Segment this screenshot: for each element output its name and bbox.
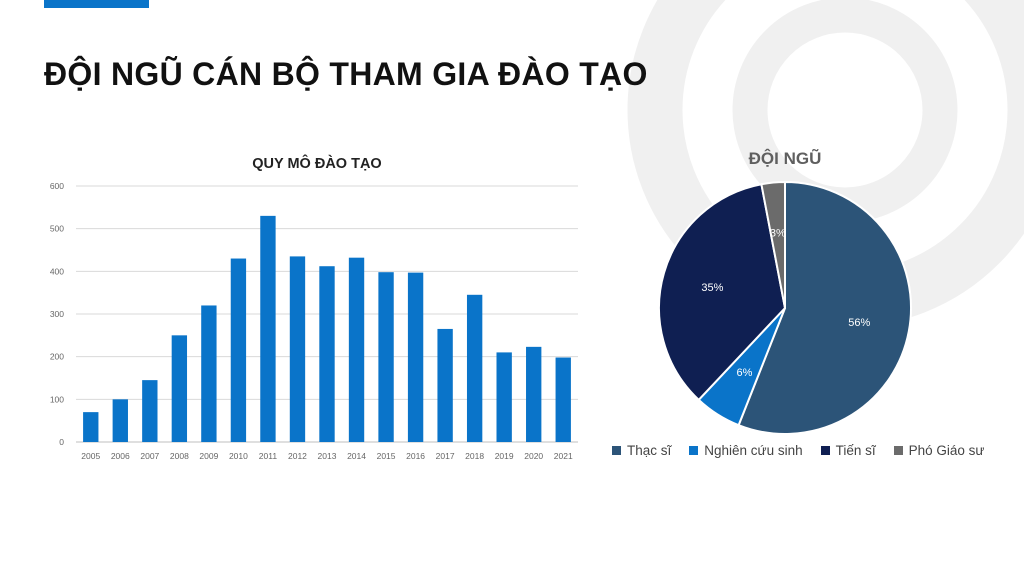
bar-chart-title: QUY MÔ ĐÀO TẠO: [252, 154, 381, 172]
bar: [230, 258, 247, 442]
x-tick-label: 2016: [406, 451, 425, 461]
bar: [348, 257, 365, 442]
y-tick-label: 200: [50, 352, 64, 362]
x-tick-label: 2006: [111, 451, 130, 461]
pie-slice: [737, 180, 912, 435]
x-tick-label: 2021: [554, 451, 573, 461]
pie-data-label: 3%: [770, 228, 786, 240]
pie-data-label: 6%: [737, 367, 753, 379]
bar: [555, 357, 571, 442]
bar: [496, 352, 512, 442]
y-tick-label: 300: [50, 309, 64, 319]
legend-item: Tiến sĩ: [820, 443, 876, 458]
bar: [112, 399, 128, 442]
y-tick-label: 400: [50, 266, 64, 276]
legend-label: Nghiên cứu sinh: [704, 443, 803, 458]
bar-chart: QUY MÔ ĐÀO TẠO 0 100 200 300 400 500 600 2005 200…: [50, 154, 578, 461]
x-tick-label: 2007: [140, 451, 159, 461]
legend-swatch: [612, 446, 621, 455]
x-tick-label: 2015: [377, 451, 396, 461]
x-tick-label: 2010: [229, 451, 248, 461]
legend-label: Tiến sĩ: [835, 443, 876, 458]
legend-item: Thạc sĩ: [612, 443, 671, 458]
x-tick-label: 2013: [318, 451, 337, 461]
bar: [407, 272, 424, 442]
y-tick-label: 600: [50, 181, 64, 191]
bar: [171, 335, 188, 442]
bar: [378, 272, 394, 442]
legend-item: Phó Giáo sư: [893, 443, 985, 458]
bar: [319, 266, 335, 442]
bar: [289, 256, 306, 442]
x-tick-label: 2017: [436, 451, 455, 461]
legend-swatch: [893, 446, 903, 455]
legend-label: Thạc sĩ: [627, 443, 672, 458]
bar: [83, 412, 99, 442]
legend-swatch: [820, 446, 830, 455]
pie-slice: [760, 180, 786, 309]
y-tick-label: 0: [59, 437, 64, 447]
y-tick-label: 500: [50, 224, 64, 234]
x-tick-label: 2014: [347, 451, 366, 461]
bar: [437, 328, 453, 442]
pie-slice: [658, 183, 787, 402]
bar: [201, 305, 217, 442]
bar: [466, 294, 483, 442]
pie-legend: Thạc sĩ Nghiên cứu sinh Tiến sĩ Phó Giáo sư: [612, 443, 1012, 458]
pie-data-label: 35%: [701, 282, 723, 294]
pie-chart-title: ĐỘI NGŨ: [749, 148, 822, 168]
x-tick-label: 2009: [199, 451, 218, 461]
slide-title: ĐỘI NGŨ CÁN BỘ THAM GIA ĐÀO TẠO: [44, 56, 648, 92]
x-tick-label: 2018: [465, 451, 484, 461]
pie-chart: ĐỘI NGŨ 56% 6% 35% 3%: [658, 148, 912, 435]
x-tick-label: 2020: [524, 451, 543, 461]
bar: [142, 380, 158, 442]
legend-item: Nghiên cứu sinh: [689, 443, 803, 458]
pie-data-label: 56%: [848, 317, 870, 329]
x-tick-label: 2012: [288, 451, 307, 461]
accent-bar: [44, 0, 149, 8]
bar: [260, 215, 276, 442]
y-tick-label: 100: [50, 394, 64, 404]
x-tick-label: 2005: [81, 451, 100, 461]
x-tick-label: 2008: [170, 451, 189, 461]
legend-label: Phó Giáo sư: [908, 443, 985, 458]
legend-swatch: [689, 446, 699, 455]
bar: [526, 346, 542, 442]
x-tick-label: 2019: [495, 451, 514, 461]
x-tick-label: 2011: [259, 451, 278, 461]
